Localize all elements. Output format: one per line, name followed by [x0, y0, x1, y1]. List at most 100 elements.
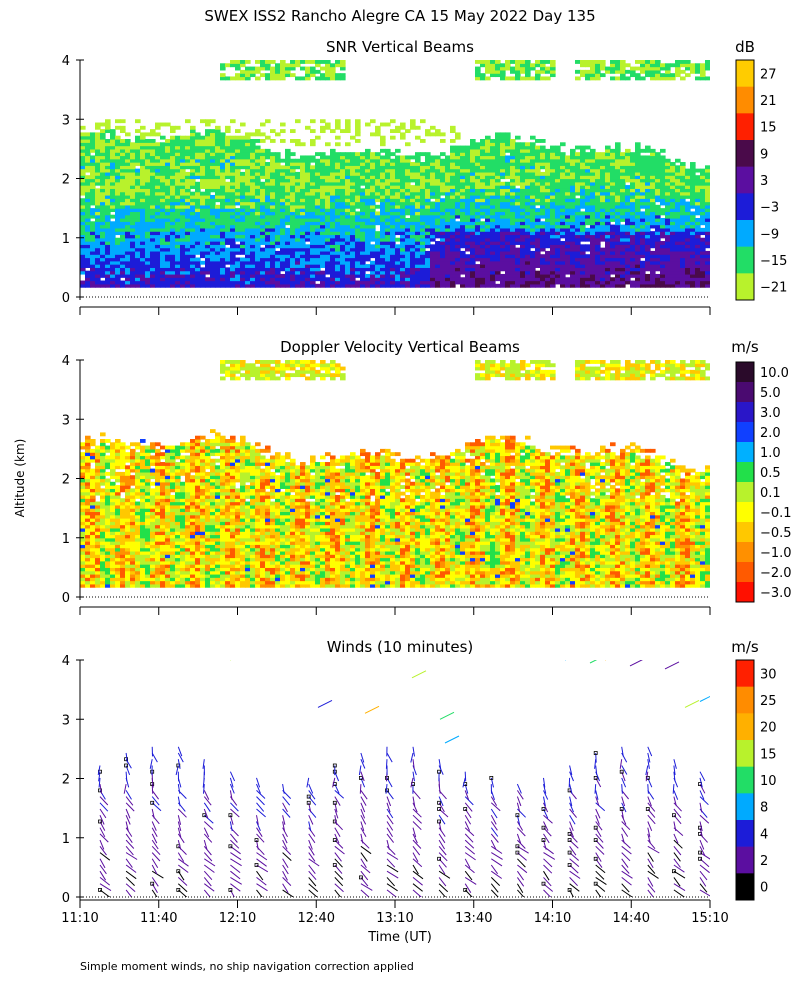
heatmap-cell	[460, 227, 466, 232]
heatmap-cell	[555, 237, 561, 242]
heatmap-cell	[270, 158, 276, 163]
heatmap-cell	[400, 132, 406, 137]
heatmap-cell	[255, 280, 261, 285]
heatmap-cell	[445, 211, 451, 216]
heatmap-cell	[305, 69, 311, 74]
heatmap-cell	[215, 152, 221, 157]
heatmap-cell	[80, 257, 86, 262]
heatmap-cell	[600, 231, 606, 236]
heatmap-cell	[150, 264, 156, 268]
heatmap-cell	[165, 185, 171, 189]
heatmap-cell	[135, 214, 141, 219]
heatmap-cell	[415, 277, 421, 282]
heatmap-cell	[580, 204, 586, 209]
heatmap-cell	[85, 234, 91, 239]
heatmap-cell	[140, 165, 146, 170]
heatmap-cell	[85, 214, 91, 219]
heatmap-cell	[195, 171, 201, 176]
heatmap-cell	[180, 218, 186, 222]
heatmap-cell	[285, 194, 291, 199]
heatmap-cell	[355, 185, 361, 189]
heatmap-cell	[430, 270, 436, 275]
heatmap-cell	[125, 280, 131, 285]
heatmap-cell	[570, 188, 576, 193]
heatmap-cell	[200, 250, 206, 255]
heatmap-cell	[420, 224, 426, 229]
heatmap-cell	[440, 250, 446, 255]
heatmap-cell	[225, 247, 231, 252]
heatmap-cell	[460, 231, 466, 236]
heatmap-cell	[260, 152, 266, 157]
heatmap-cell	[470, 277, 476, 282]
heatmap-cell	[595, 221, 601, 226]
heatmap-cell	[290, 66, 296, 71]
heatmap-cell	[420, 241, 426, 245]
heatmap-cell	[390, 227, 396, 232]
heatmap-cell	[520, 280, 526, 285]
heatmap-cell	[270, 224, 276, 229]
heatmap-cell	[590, 181, 596, 186]
heatmap-cell	[115, 185, 121, 189]
heatmap-cell	[270, 201, 276, 206]
heatmap-cell	[255, 69, 261, 74]
heatmap-cell	[230, 267, 236, 272]
heatmap-cell	[350, 198, 356, 203]
heatmap-cell	[210, 142, 216, 147]
heatmap-cell	[450, 139, 456, 143]
heatmap-cell	[585, 254, 591, 259]
heatmap-cell	[320, 224, 326, 229]
heatmap-cell	[415, 165, 421, 170]
heatmap-cell	[245, 280, 251, 285]
heatmap-cell	[350, 273, 356, 278]
heatmap-cell	[475, 69, 481, 74]
heatmap-cell	[575, 152, 581, 157]
heatmap-cell	[485, 227, 491, 232]
heatmap-cell	[440, 162, 446, 166]
heatmap-cell	[425, 198, 431, 203]
heatmap-cell	[330, 129, 336, 134]
heatmap-cell	[335, 231, 341, 236]
heatmap-cell	[175, 260, 181, 265]
heatmap-cell	[540, 201, 546, 206]
heatmap-cell	[160, 257, 166, 262]
heatmap-cell	[540, 191, 546, 196]
heatmap-cell	[355, 247, 361, 252]
heatmap-cell	[555, 165, 561, 170]
heatmap-cell	[245, 247, 251, 252]
heatmap-cell	[105, 273, 111, 278]
heatmap-cell	[305, 283, 311, 288]
heatmap-cell	[525, 204, 531, 209]
heatmap-cell	[310, 244, 316, 249]
heatmap-cell	[285, 277, 291, 282]
heatmap-cell	[310, 171, 316, 176]
heatmap-cell	[205, 139, 211, 143]
heatmap-cell	[555, 267, 561, 272]
heatmap-cell	[200, 152, 206, 157]
heatmap-cell	[515, 145, 521, 150]
heatmap-cell	[485, 234, 491, 239]
heatmap-cell	[570, 165, 576, 170]
heatmap-cell	[225, 280, 231, 285]
heatmap-cell	[535, 60, 541, 64]
heatmap-cell	[165, 267, 171, 272]
heatmap-cell	[90, 132, 96, 137]
heatmap-cell	[315, 165, 321, 170]
heatmap-cell	[175, 162, 181, 166]
heatmap-cell	[455, 132, 461, 137]
heatmap-cell	[120, 250, 126, 255]
heatmap-cell	[530, 181, 536, 186]
heatmap-cell	[240, 194, 246, 199]
heatmap-cell	[150, 129, 156, 134]
heatmap-cell	[220, 247, 226, 252]
heatmap-cell	[355, 214, 361, 219]
heatmap-cell	[490, 145, 496, 150]
heatmap-cell	[100, 254, 106, 259]
heatmap-cell	[440, 132, 446, 137]
heatmap-cell	[470, 227, 476, 232]
heatmap-cell	[215, 247, 221, 252]
heatmap-cell	[300, 247, 306, 252]
heatmap-cell	[100, 152, 106, 157]
heatmap-cell	[500, 267, 506, 272]
heatmap-cell	[280, 211, 286, 216]
heatmap-cell	[120, 264, 126, 268]
